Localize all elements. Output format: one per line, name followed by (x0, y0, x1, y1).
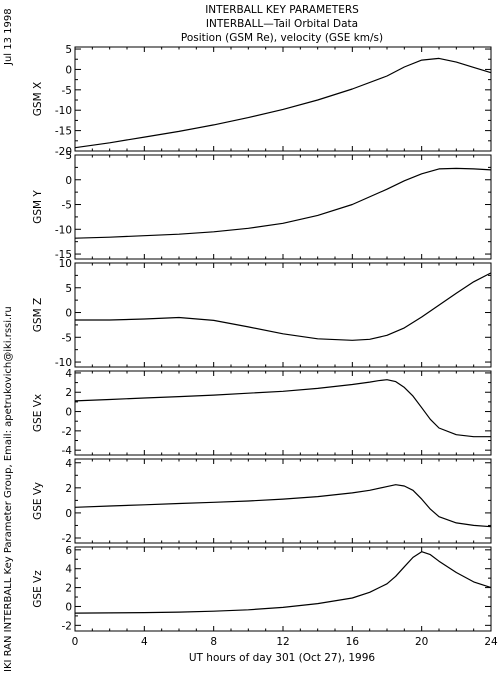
y-tick-label: 2 (65, 583, 72, 595)
y-tick-label: 0 (65, 407, 72, 419)
panel-frame (74, 154, 492, 260)
y-tick-label: 0 (65, 308, 72, 320)
y-tick-label: 2 (65, 387, 72, 399)
y-tick-label: 0 (65, 601, 72, 613)
generation-date-label: Jul 13 1998 (3, 8, 14, 66)
panel-frame (74, 262, 492, 368)
series-line (74, 57, 492, 149)
y-tick-label: -2 (62, 426, 72, 438)
figure-title-line2: INTERBALL—Tail Orbital Data (206, 18, 358, 30)
y-axis-label: GSM Y (32, 190, 44, 224)
y-tick-label: 4 (65, 564, 72, 576)
y-tick-label: 5 (65, 44, 72, 56)
x-tick-label: 4 (141, 636, 148, 648)
y-tick-label: -15 (55, 249, 72, 261)
x-axis-label: UT hours of day 301 (Oct 27), 1996 (189, 652, 376, 664)
panel-frame (74, 370, 492, 456)
x-tick-label: 20 (415, 636, 428, 648)
x-tick-label: 8 (210, 636, 217, 648)
y-tick-label: -10 (55, 224, 72, 236)
y-tick-label: -2 (62, 620, 72, 632)
y-axis-label: GSM Z (32, 298, 44, 332)
series-line (75, 272, 492, 341)
y-tick-label: 2 (65, 483, 72, 495)
credit-label: IKI RAN INTERBALL Key Parameter Group, E… (3, 306, 14, 672)
y-tick-label: 0 (65, 64, 72, 76)
series-line (74, 167, 492, 239)
figure-title-line1: INTERBALL KEY PARAMETERS (205, 4, 359, 16)
y-tick-label: -10 (55, 357, 72, 369)
y-tick-label: -5 (62, 200, 72, 212)
x-tick-label: 0 (72, 636, 79, 648)
y-tick-label: -20 (55, 146, 72, 158)
y-tick-label: 10 (59, 258, 72, 270)
series-line (74, 484, 492, 528)
y-tick-label: 6 (65, 545, 72, 557)
y-axis-label: GSE Vx (32, 394, 44, 432)
x-tick-label: 24 (484, 636, 498, 648)
series-line (74, 551, 492, 614)
y-tick-label: 5 (65, 283, 72, 295)
y-tick-label: -10 (55, 105, 72, 117)
y-tick-label: 4 (65, 458, 72, 470)
y-tick-label: -4 (62, 445, 73, 457)
panel-frame (74, 46, 492, 152)
x-tick-label: 16 (346, 636, 360, 648)
y-tick-label: -15 (55, 126, 72, 138)
y-axis-label: GSE Vy (32, 482, 44, 520)
series-line (74, 379, 491, 438)
y-tick-label: -5 (62, 332, 72, 344)
y-tick-label: 5 (65, 150, 72, 162)
y-tick-label: 0 (65, 508, 72, 520)
y-tick-label: -5 (62, 85, 72, 97)
panel-frame (74, 546, 492, 632)
y-tick-label: 4 (65, 368, 72, 380)
y-axis-label: GSM X (32, 82, 44, 116)
y-tick-label: 0 (65, 175, 72, 187)
figure-title-line3: Position (GSM Re), velocity (GSE km/s) (181, 32, 383, 44)
y-axis-label: GSE Vz (32, 570, 44, 608)
panel-frame (74, 458, 492, 544)
x-tick-label: 12 (276, 636, 289, 648)
y-tick-label: -2 (62, 533, 72, 545)
